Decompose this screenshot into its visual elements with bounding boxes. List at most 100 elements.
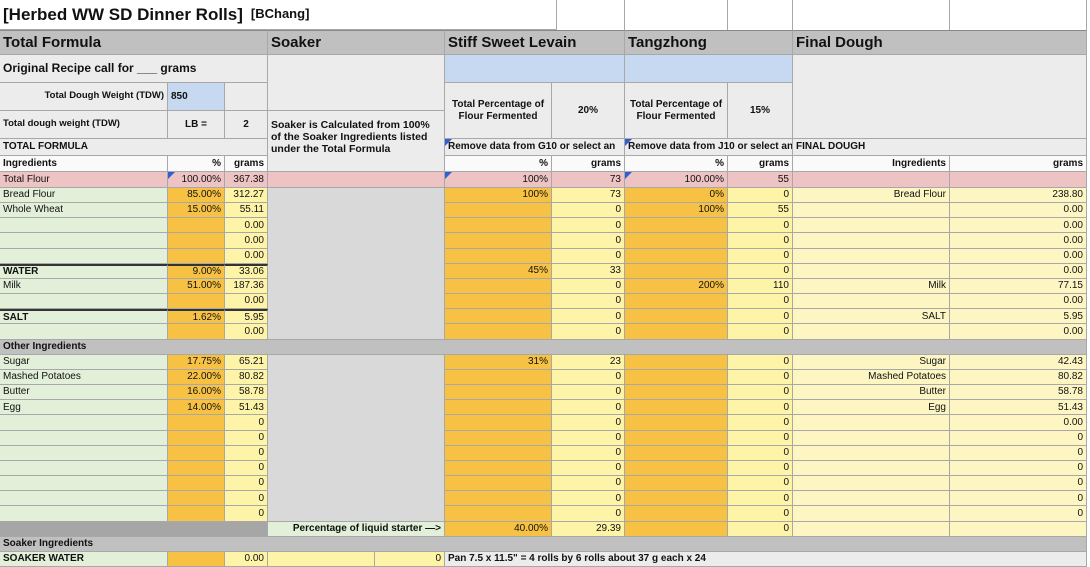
- ingredient-cell: 0: [950, 460, 1087, 477]
- ingredient-cell: SALT: [0, 309, 168, 325]
- total-flour-cell: Total Flour: [0, 172, 168, 188]
- ingredient-cell: 0.00: [225, 294, 268, 310]
- column-header: %: [168, 156, 225, 172]
- ingredient-cell: 0: [728, 491, 793, 507]
- levain-note: Remove data from G10 or select an: [445, 139, 625, 156]
- tangzhong-pct: 15%: [728, 83, 793, 139]
- ingredient-cell: [445, 460, 552, 477]
- ingredient-cell: [625, 294, 728, 310]
- ingredient-cell: 58.78: [950, 385, 1087, 401]
- tdw-value: 850: [168, 83, 225, 111]
- ingredient-cell: [625, 506, 728, 522]
- ingredient-cell: 0: [728, 415, 793, 431]
- ingredient-cell: [445, 430, 552, 446]
- ingredient-cell: 0: [552, 506, 625, 522]
- ingredient-cell: [625, 491, 728, 507]
- blank: [793, 521, 950, 537]
- ingredient-cell: [0, 445, 168, 461]
- ingredient-cell: 0: [225, 506, 268, 522]
- blank: [950, 521, 1087, 537]
- ingredient-cell: [445, 233, 552, 249]
- ingredient-cell: Sugar: [793, 354, 950, 370]
- ingredient-cell: [168, 476, 225, 492]
- soaker-name: SOAKER WATER: [0, 551, 168, 567]
- ingredient-cell: 0: [728, 354, 793, 370]
- ingredient-cell: [793, 445, 950, 461]
- ingredient-cell: [625, 460, 728, 477]
- ingredient-cell: 0.00: [950, 294, 1087, 310]
- column-header: %: [445, 156, 552, 172]
- ingredient-cell: 110: [728, 278, 793, 295]
- blank: [625, 521, 728, 537]
- ingredient-cell: [0, 506, 168, 522]
- ingredient-cell: [445, 491, 552, 507]
- ingredient-cell: 42.43: [950, 354, 1087, 370]
- ingredient-cell: 55: [728, 203, 793, 219]
- ingredient-cell: 51.43: [950, 400, 1087, 416]
- tangzhong-input: [625, 55, 793, 83]
- section-header: Total Formula: [0, 30, 268, 55]
- tangzhong-pct-label: Total Percentage of Flour Fermented: [625, 83, 728, 139]
- ingredient-cell: [168, 294, 225, 310]
- ingredient-cell: 0: [552, 415, 625, 431]
- ingredient-cell: [445, 385, 552, 401]
- ingredient-cell: 0.00: [225, 218, 268, 234]
- ingredient-cell: 73: [552, 188, 625, 204]
- blank: [268, 551, 375, 567]
- column-header: %: [625, 156, 728, 172]
- ingredient-cell: 0.00: [950, 218, 1087, 234]
- soaker-block: [268, 188, 445, 340]
- ingredient-cell: 200%: [625, 278, 728, 295]
- ingredient-cell: 0: [728, 460, 793, 477]
- ingredient-cell: 238.80: [950, 188, 1087, 204]
- ingredient-cell: [168, 460, 225, 477]
- ingredient-cell: 17.75%: [168, 354, 225, 370]
- final-blank: [793, 55, 1087, 139]
- ingredient-cell: [445, 294, 552, 310]
- ingredient-cell: 0: [225, 476, 268, 492]
- ingredient-cell: [793, 324, 950, 340]
- ingredient-cell: 0: [552, 385, 625, 401]
- ingredient-cell: 0: [950, 491, 1087, 507]
- ingredient-cell: 0: [552, 445, 625, 461]
- ingredient-cell: [445, 218, 552, 234]
- ingredient-cell: 0: [728, 233, 793, 249]
- ingredient-cell: 45%: [445, 263, 552, 279]
- ingredient-cell: [0, 476, 168, 492]
- ingredient-cell: 0: [552, 460, 625, 477]
- ingredient-cell: 0: [552, 278, 625, 295]
- section-header: Soaker: [268, 30, 445, 55]
- ingredient-cell: 0: [950, 476, 1087, 492]
- ingredient-cell: [625, 263, 728, 279]
- ingredient-cell: 0: [728, 476, 793, 492]
- column-header: grams: [950, 156, 1087, 172]
- ingredient-cell: 15.00%: [168, 203, 225, 219]
- column-header: grams: [552, 156, 625, 172]
- ingredient-cell: 0: [552, 324, 625, 340]
- ingredient-cell: 0: [728, 445, 793, 461]
- ingredient-cell: 0: [225, 430, 268, 446]
- blank: [168, 551, 225, 567]
- ingredient-cell: [625, 354, 728, 370]
- ingredient-cell: [168, 233, 225, 249]
- ingredient-cell: [0, 218, 168, 234]
- ingredient-cell: [445, 309, 552, 325]
- ingredient-cell: 0: [728, 218, 793, 234]
- ingredient-cell: 0: [728, 248, 793, 264]
- ingredient-cell: Mashed Potatoes: [793, 369, 950, 386]
- blank: [0, 521, 268, 537]
- ingredient-cell: 0: [552, 218, 625, 234]
- ingredient-cell: 0: [728, 324, 793, 340]
- ingredient-cell: 0.00: [225, 233, 268, 249]
- ingredient-cell: 9.00%: [168, 263, 225, 279]
- ingredient-cell: 0: [728, 506, 793, 522]
- ingredient-cell: 0.00: [950, 248, 1087, 264]
- ingredient-cell: 0: [728, 263, 793, 279]
- ingredient-cell: [625, 248, 728, 264]
- ingredient-cell: 51.00%: [168, 278, 225, 295]
- empty-cell: [557, 0, 625, 30]
- ingredient-cell: [625, 400, 728, 416]
- levain-pct: 20%: [552, 83, 625, 139]
- ingredient-cell: 0: [728, 385, 793, 401]
- ingredient-cell: [625, 385, 728, 401]
